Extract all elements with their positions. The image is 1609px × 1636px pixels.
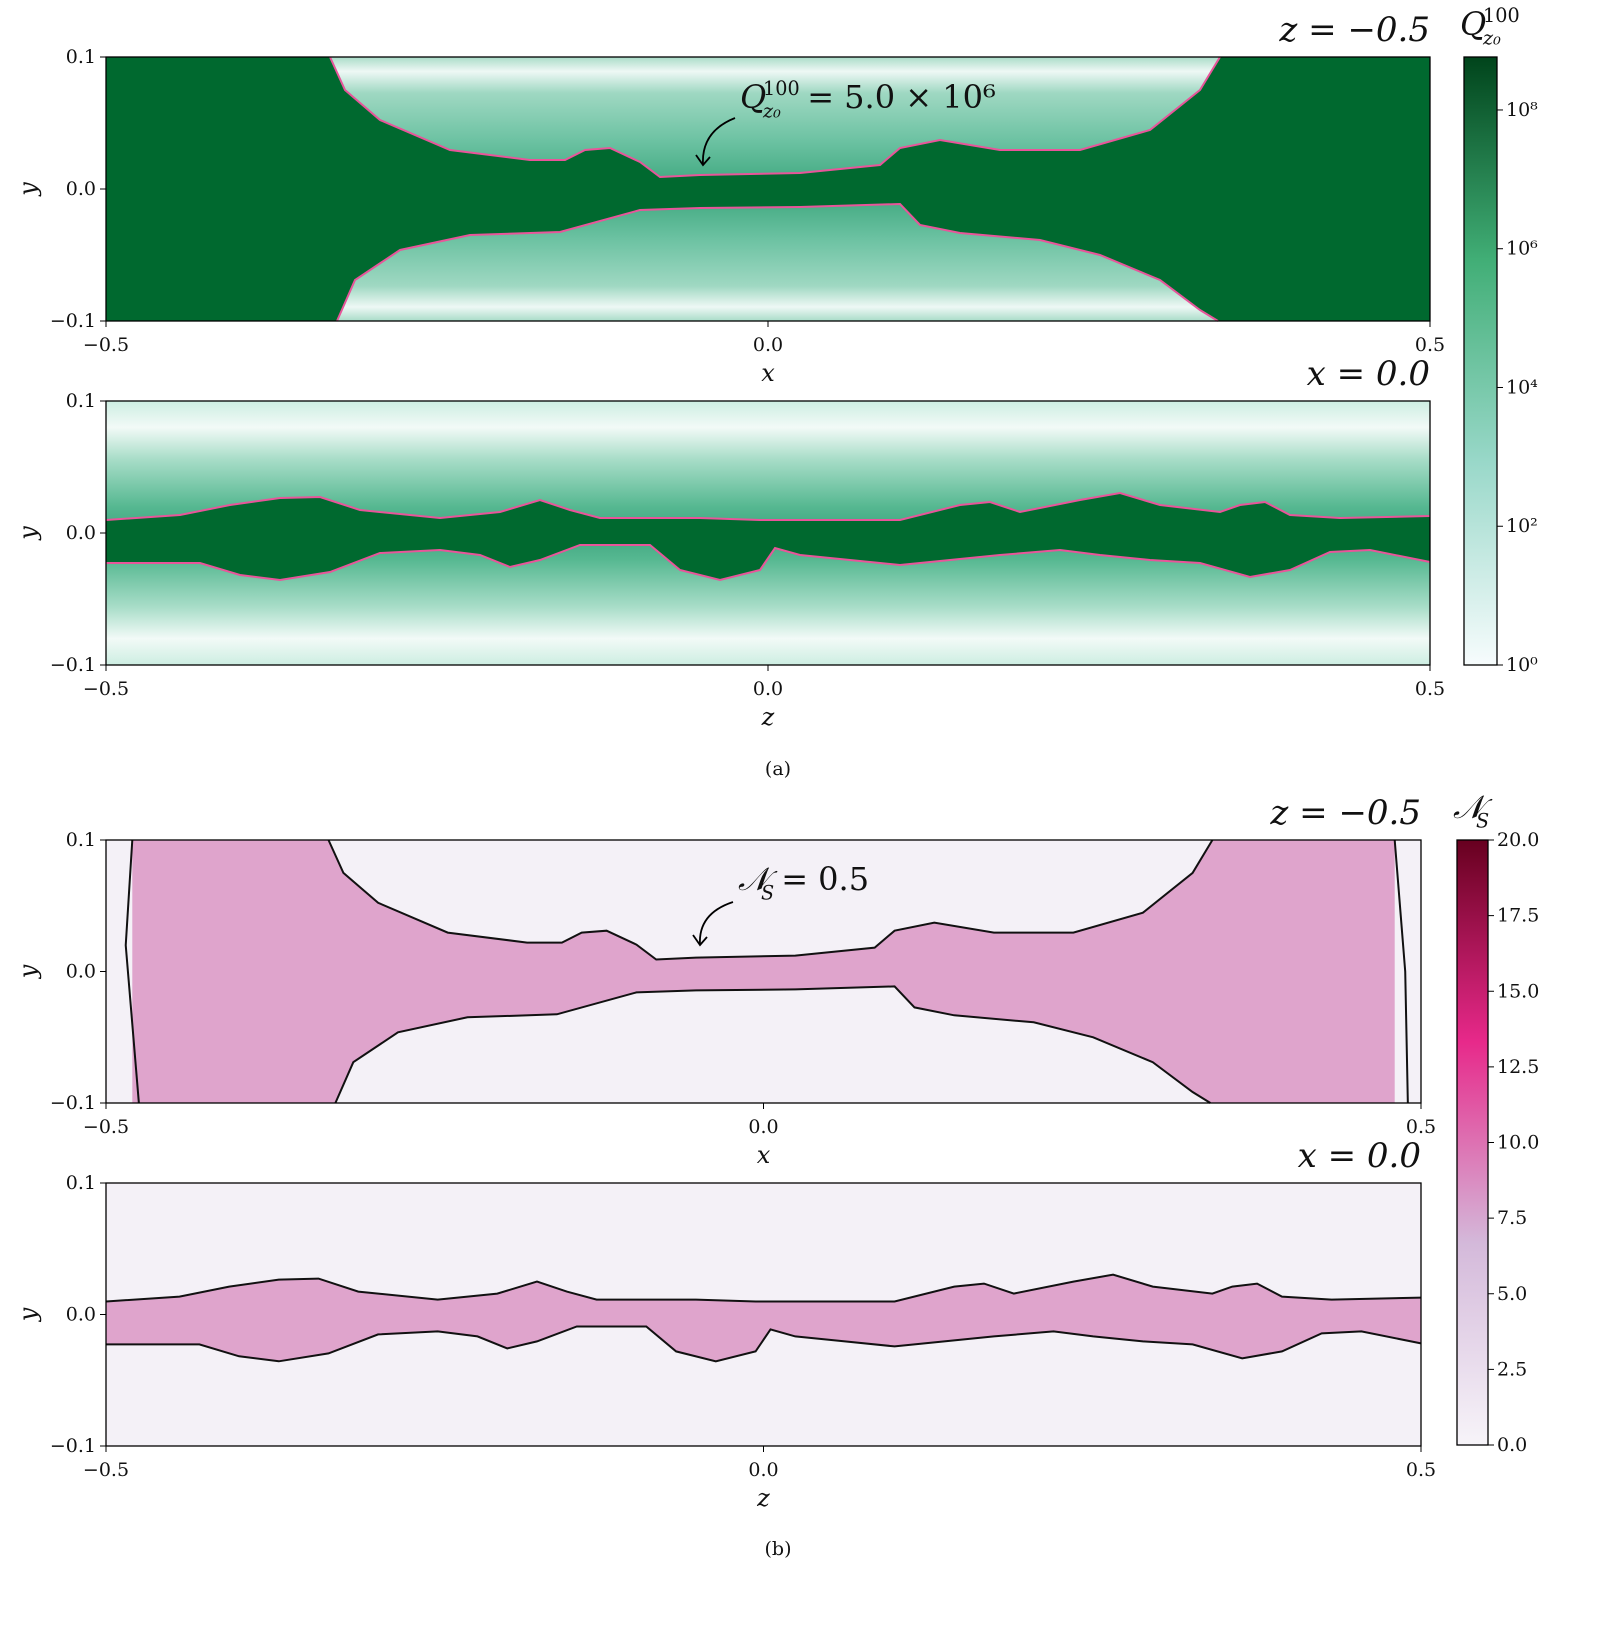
colorbar-tick-label: 12.5 <box>1497 1056 1539 1078</box>
contour <box>336 202 1219 322</box>
superscript: 100 <box>1483 4 1520 27</box>
colorbar-tick-label: 7.5 <box>1497 1207 1527 1229</box>
panel-title: x = 0.0 <box>1298 1136 1421 1176</box>
field-region <box>106 493 1430 580</box>
y-tick-label: 0.0 <box>66 1304 96 1326</box>
subscript: z₀ <box>1482 27 1501 50</box>
field-region <box>337 204 1218 321</box>
colorbar-tick-label: 10⁸ <box>1506 99 1538 121</box>
subscript: z₀ <box>762 100 781 123</box>
panel-title: x = 0.0 <box>1307 354 1430 394</box>
annotation-arrow <box>699 901 734 946</box>
y-tick-label: −0.1 <box>50 310 96 332</box>
y-axis-label: y <box>14 1307 42 1322</box>
caption: (b) <box>765 1538 792 1560</box>
x-axis-label: x <box>761 359 775 387</box>
subscript: S <box>1476 810 1489 833</box>
y-axis-label: y <box>14 182 42 197</box>
field-region <box>335 986 1211 1103</box>
x-tick-label: 0.0 <box>748 1459 778 1481</box>
field-region <box>330 57 1220 177</box>
x-tick-label: −0.5 <box>83 678 129 700</box>
y-tick-label: 0.0 <box>66 961 96 983</box>
panel-title: z = −0.5 <box>1278 10 1430 50</box>
contour <box>124 839 140 1104</box>
colorbar-tick-label: 10⁴ <box>1506 376 1538 398</box>
colorbar-tick-label: 20.0 <box>1497 829 1539 851</box>
colorbar <box>1456 839 1489 1446</box>
contour <box>106 1325 1422 1363</box>
x-tick-label: 0.5 <box>1415 678 1445 700</box>
symbol: Q <box>740 78 766 116</box>
panel-title: z = −0.5 <box>1269 793 1421 833</box>
colorbar-tick-label: 15.0 <box>1497 980 1539 1002</box>
colorbar <box>1463 56 1498 666</box>
colorbar-tick-label: 17.5 <box>1497 905 1539 927</box>
y-tick-label: −0.1 <box>50 1435 96 1457</box>
y-axis-label: y <box>14 526 42 541</box>
annotation-text: = 5.0 × 10⁶ <box>807 78 996 116</box>
annotation-arrowhead <box>692 934 708 947</box>
annotation-text: = 0.5 <box>781 860 869 898</box>
contour <box>329 56 1221 179</box>
colorbar-tick-label: 10⁰ <box>1506 654 1538 676</box>
field-region <box>106 1274 1421 1362</box>
superscript: 100 <box>763 77 800 100</box>
y-tick-label: 0.1 <box>66 1172 96 1194</box>
x-axis-label: z <box>761 703 775 731</box>
y-tick-label: 0.1 <box>66 46 96 68</box>
x-tick-label: −0.5 <box>83 334 129 356</box>
contour <box>1393 839 1409 1104</box>
y-tick-label: 0.1 <box>66 390 96 412</box>
contour <box>334 985 1211 1104</box>
contour <box>327 839 1214 961</box>
symbol: Q <box>1460 5 1486 43</box>
colorbar-tick-label: 10⁶ <box>1506 238 1538 260</box>
x-tick-label: 0.0 <box>753 678 783 700</box>
x-tick-label: 0.5 <box>1406 1116 1436 1138</box>
x-axis-label: x <box>757 1141 771 1169</box>
contour <box>105 491 1431 521</box>
subscript: S <box>761 882 774 905</box>
colorbar-tick-label: 5.0 <box>1497 1283 1527 1305</box>
x-tick-label: 0.5 <box>1406 1459 1436 1481</box>
x-tick-label: 0.5 <box>1415 334 1445 356</box>
y-tick-label: −0.1 <box>50 1092 96 1114</box>
contour <box>105 1273 1422 1303</box>
x-tick-label: −0.5 <box>83 1116 129 1138</box>
annotation-arrow <box>702 117 736 166</box>
x-tick-label: 0.0 <box>753 334 783 356</box>
y-tick-label: −0.1 <box>50 654 96 676</box>
colorbar-tick-label: 10² <box>1506 515 1538 537</box>
colorbar-tick-label: 2.5 <box>1497 1358 1527 1380</box>
x-tick-label: −0.5 <box>83 1459 129 1481</box>
annotation-arrowhead <box>695 154 711 167</box>
y-tick-label: 0.0 <box>66 178 96 200</box>
x-tick-label: 0.0 <box>748 1116 778 1138</box>
x-axis-label: z <box>756 1484 770 1512</box>
caption: (a) <box>765 758 791 780</box>
y-axis-label: y <box>14 964 42 979</box>
y-tick-label: 0.0 <box>66 522 96 544</box>
field-region <box>328 840 1213 960</box>
y-tick-label: 0.1 <box>66 829 96 851</box>
colorbar-tick-label: 10.0 <box>1497 1132 1539 1154</box>
colorbar-tick-label: 0.0 <box>1497 1434 1527 1456</box>
contour <box>106 544 1431 582</box>
